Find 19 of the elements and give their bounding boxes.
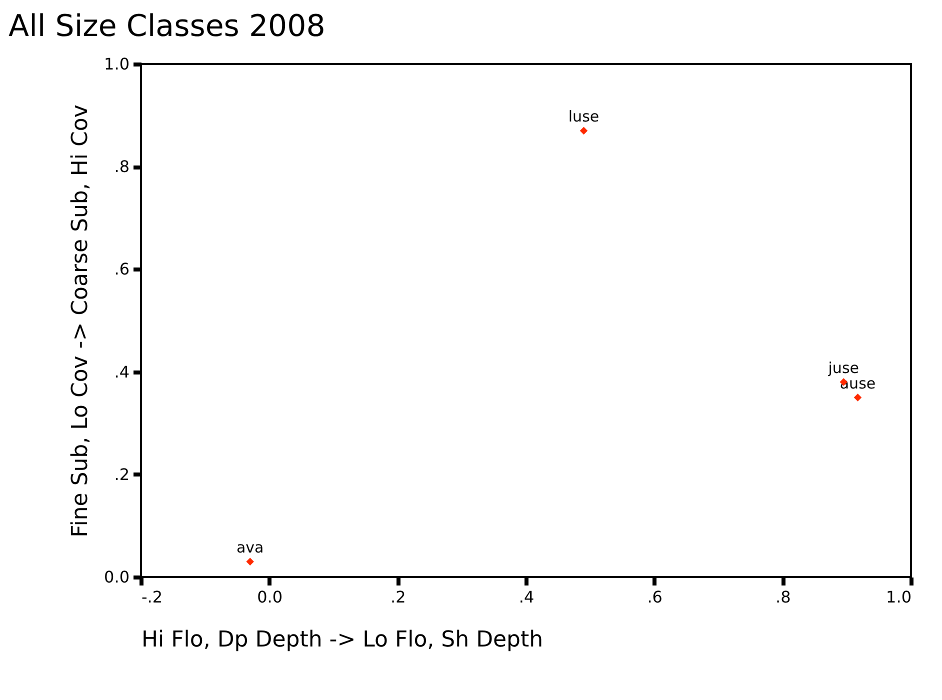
annotation: ava — [236, 538, 264, 557]
x-tick-label: .8 — [776, 588, 791, 606]
x-tick-label: .4 — [518, 588, 534, 606]
x-tick-label: 1.0 — [886, 588, 912, 606]
y-tick-label: .4 — [114, 362, 130, 382]
annotation: luse — [568, 108, 600, 126]
annotation: juse — [827, 359, 859, 378]
x-tick-label: .6 — [647, 588, 662, 606]
x-tick-label: 0.0 — [257, 588, 283, 606]
y-axis-title: Fine Sub, Lo Cov -> Coarse Sub, Hi Cov — [68, 104, 94, 538]
x-tick-label: -.2 — [142, 588, 163, 606]
y-tick-label: .6 — [114, 260, 130, 279]
y-tick-label: 1.0 — [104, 54, 130, 74]
y-tick-label: 0.0 — [104, 568, 130, 586]
x-tick-label: .2 — [390, 588, 406, 606]
x-axis-title: Hi Flo, Dp Depth -> Lo Flo, Sh Depth — [142, 628, 544, 652]
chart-title: All Size Classes 2008 — [8, 9, 326, 44]
y-tick-label: .2 — [114, 464, 130, 484]
y-tick-label: .8 — [114, 157, 130, 176]
